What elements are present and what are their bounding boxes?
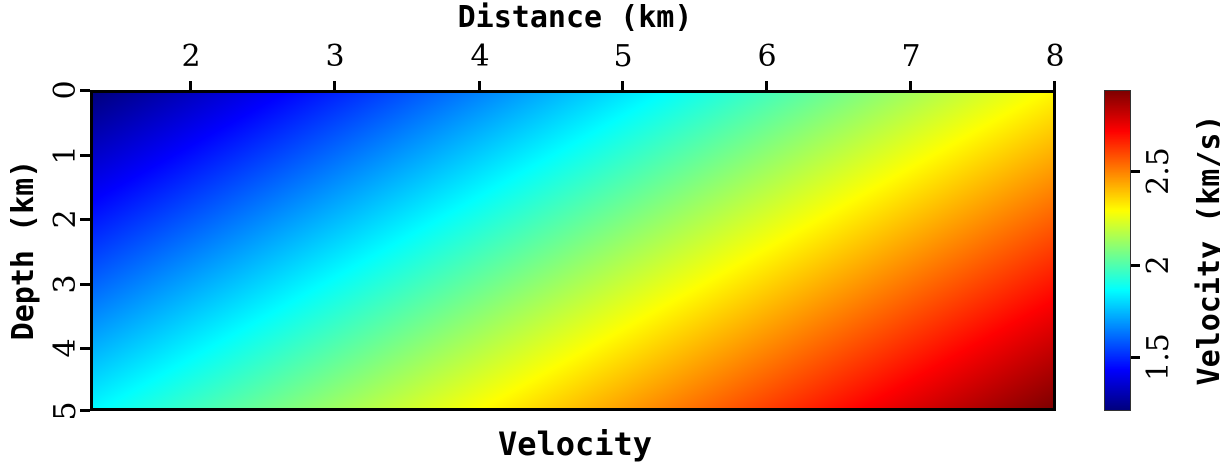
y-tick-label: 1 (48, 145, 83, 165)
x-tick-mark (621, 81, 624, 90)
y-tick-label: 0 (48, 80, 83, 100)
colorbar-title: Velocity (km/s) (1192, 114, 1220, 386)
velocity-heatmap (90, 90, 1056, 411)
x-tick-mark (333, 81, 336, 90)
x-tick-label: 4 (470, 39, 490, 74)
colorbar-canvas (1105, 91, 1130, 410)
y-tick-label: 4 (48, 338, 83, 358)
colorbar (1104, 90, 1131, 411)
y-tick-mark (80, 409, 90, 412)
colorbar-tick-label: 2 (1141, 255, 1176, 275)
x-tick-label: 2 (181, 39, 201, 74)
x-tick-label: 8 (1045, 39, 1065, 74)
plot-title: Velocity (497, 425, 653, 463)
x-tick-mark (189, 81, 192, 90)
y-tick-mark (80, 89, 90, 92)
x-tick-mark (478, 81, 481, 90)
colorbar-tick-mark (1131, 356, 1140, 359)
colorbar-tick-mark (1131, 170, 1140, 173)
colorbar-tick-mark (1131, 264, 1140, 267)
x-tick-mark (765, 81, 768, 90)
heatmap-canvas (93, 93, 1053, 408)
colorbar-tick-label: 2.5 (1141, 147, 1176, 195)
y-tick-label: 5 (48, 401, 83, 421)
y-axis-title: Depth (km) (6, 159, 41, 341)
x-tick-label: 3 (325, 39, 345, 74)
x-tick-label: 7 (901, 39, 921, 74)
y-tick-mark (80, 283, 90, 286)
y-tick-label: 3 (48, 274, 83, 294)
x-tick-mark (1053, 81, 1056, 90)
x-tick-label: 6 (757, 39, 777, 74)
y-tick-mark (80, 218, 90, 221)
x-tick-label: 5 (613, 39, 633, 74)
x-tick-mark (909, 81, 912, 90)
colorbar-tick-label: 1.5 (1141, 333, 1176, 381)
x-axis-title: Distance (km) (457, 0, 693, 35)
y-tick-label: 2 (48, 209, 83, 229)
y-tick-mark (80, 347, 90, 350)
y-tick-mark (80, 154, 90, 157)
